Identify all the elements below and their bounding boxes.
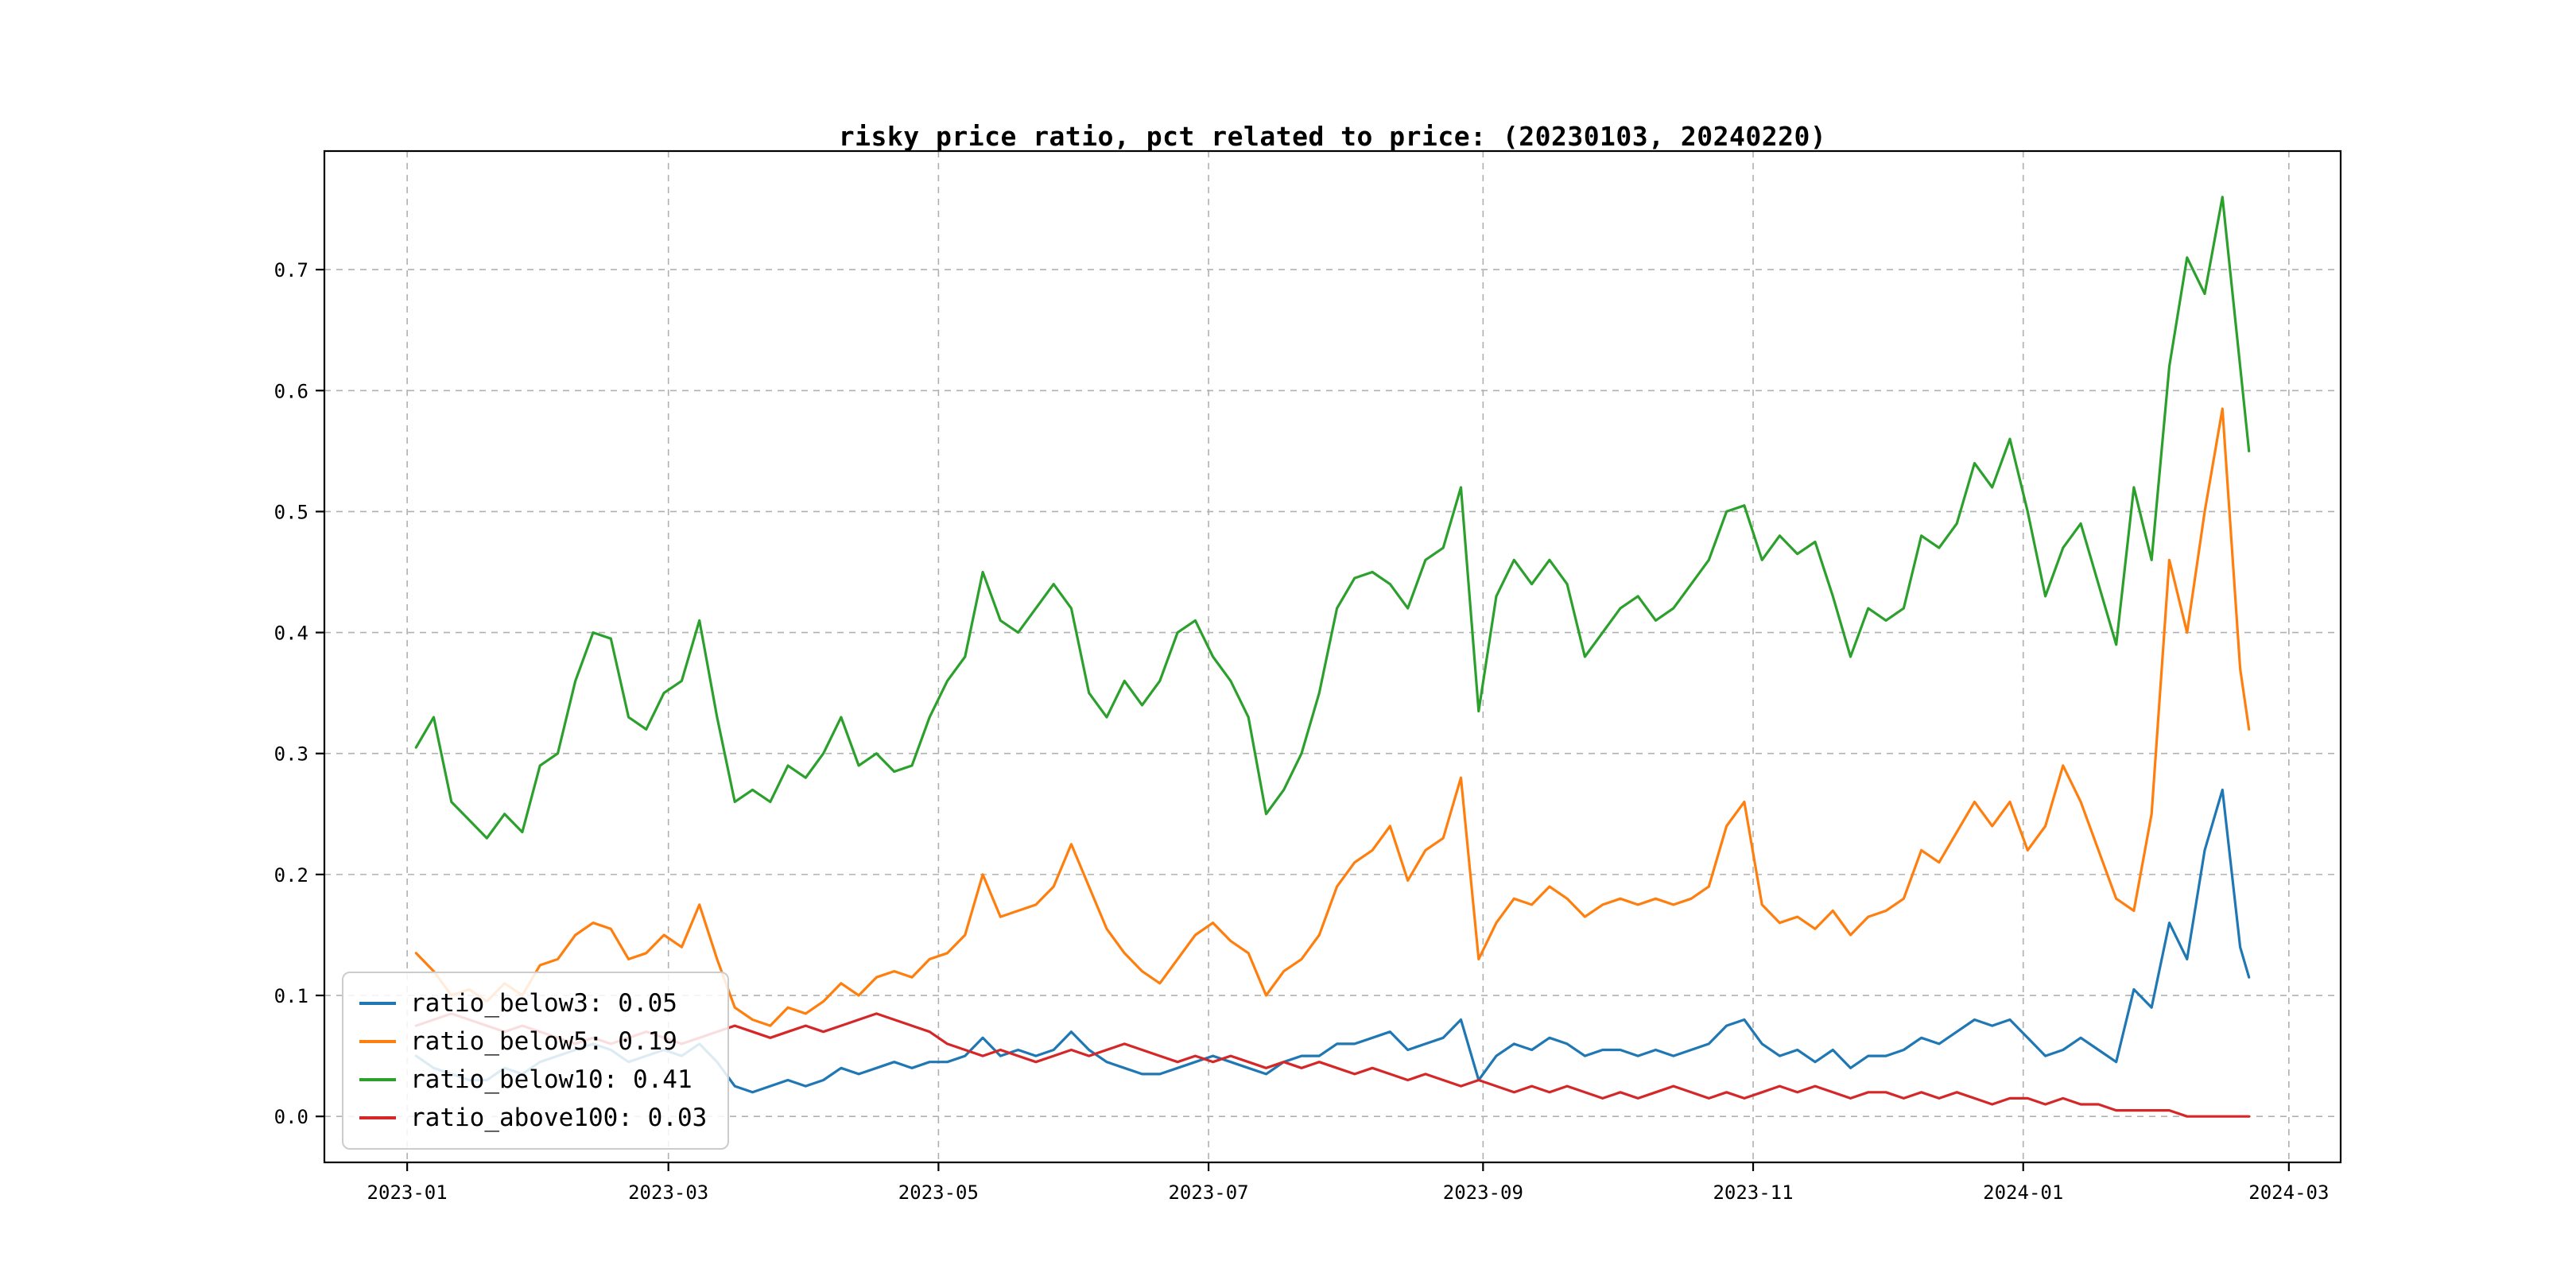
y-tick-label: 0.7 bbox=[274, 259, 308, 281]
legend-line-sample-ratio_below3 bbox=[359, 1002, 396, 1005]
y-tick-label: 0.1 bbox=[274, 985, 308, 1007]
legend-entry-ratio_above100: ratio_above100: 0.03 bbox=[359, 1099, 707, 1137]
legend-entry-ratio_below3: ratio_below3: 0.05 bbox=[359, 984, 707, 1022]
y-tick-label: 0.6 bbox=[274, 380, 308, 402]
x-tick-label: 2023-03 bbox=[628, 1181, 708, 1204]
legend-line-sample-ratio_below5 bbox=[359, 1040, 396, 1043]
legend-entry-ratio_below10: ratio_below10: 0.41 bbox=[359, 1061, 707, 1099]
chart-title: risky price ratio, pct related to price:… bbox=[838, 121, 1827, 152]
x-tick-label: 2024-03 bbox=[2248, 1181, 2329, 1204]
x-tick-label: 2023-11 bbox=[1713, 1181, 1793, 1204]
y-tick-label: 0.4 bbox=[274, 623, 308, 645]
legend-line-sample-ratio_below10 bbox=[359, 1078, 396, 1081]
x-tick-label: 2023-05 bbox=[898, 1181, 979, 1204]
y-tick-label: 0.0 bbox=[274, 1106, 308, 1128]
legend: ratio_below3: 0.05 ratio_below5: 0.19 rati… bbox=[342, 972, 730, 1150]
legend-label-ratio_below5: ratio_below5: 0.19 bbox=[410, 1027, 677, 1056]
legend-label-ratio_above100: ratio_above100: 0.03 bbox=[410, 1104, 708, 1132]
x-tick-label: 2023-01 bbox=[367, 1181, 448, 1204]
x-tick-label: 2023-09 bbox=[1443, 1181, 1523, 1204]
legend-label-ratio_below10: ratio_below10: 0.41 bbox=[410, 1065, 692, 1094]
x-tick-label: 2023-07 bbox=[1168, 1181, 1248, 1204]
y-tick-label: 0.2 bbox=[274, 864, 308, 886]
series-line-ratio_below10 bbox=[414, 196, 2251, 840]
legend-line-sample-ratio_above100 bbox=[359, 1116, 396, 1119]
y-tick-label: 0.3 bbox=[274, 743, 308, 766]
legend-label-ratio_below3: ratio_below3: 0.05 bbox=[410, 989, 677, 1018]
axes-spines bbox=[323, 149, 2342, 1164]
y-tick-label: 0.5 bbox=[274, 501, 308, 523]
series-line-ratio_below5 bbox=[414, 407, 2251, 1027]
legend-entry-ratio_below5: ratio_below5: 0.19 bbox=[359, 1022, 707, 1061]
x-tick-label: 2024-01 bbox=[1983, 1181, 2063, 1204]
